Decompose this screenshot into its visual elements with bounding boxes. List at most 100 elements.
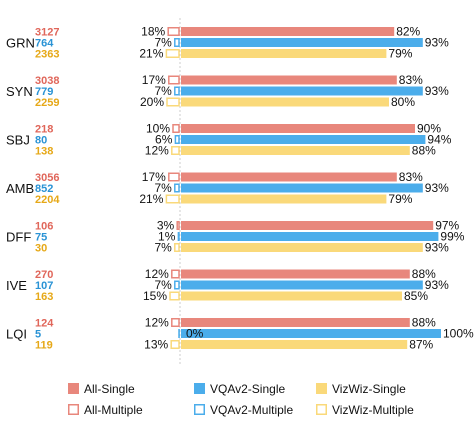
multiple-value-all-sbj: 10% <box>146 122 170 136</box>
count-vizwiz-grn: 2363 <box>35 49 59 61</box>
single-value-vqav2-dff: 99% <box>440 230 464 244</box>
count-all-dff: 106 <box>35 221 53 233</box>
multiple-bar-vizwiz-ive <box>169 291 180 301</box>
single-value-vizwiz-sbj: 88% <box>412 144 436 158</box>
count-vizwiz-lqi: 119 <box>35 340 53 352</box>
legend-label-vizwiz-single: VizWiz-Single <box>332 382 406 396</box>
multiple-value-vizwiz-amb: 21% <box>139 192 163 206</box>
count-vizwiz-sbj: 138 <box>35 146 53 158</box>
multiple-value-vizwiz-sbj: 12% <box>145 144 169 158</box>
single-bar-all-sbj <box>181 124 415 133</box>
count-vqav2-amb: 852 <box>35 183 53 195</box>
multiple-bar-all-dff <box>176 221 180 230</box>
legend-swatch-vizwiz-single <box>316 383 327 394</box>
single-bar-vizwiz-lqi <box>181 340 408 349</box>
single-bar-all-lqi <box>181 318 410 327</box>
multiple-value-vizwiz-grn: 21% <box>139 47 163 61</box>
multiple-bar-vqav2-syn <box>174 86 180 96</box>
multiple-bar-vizwiz-syn <box>166 97 180 107</box>
single-bar-vqav2-dff <box>181 232 439 241</box>
multiple-bar-vizwiz-lqi <box>170 340 180 349</box>
count-vizwiz-ive: 163 <box>35 291 53 303</box>
category-label-ive: IVE <box>6 278 27 293</box>
single-value-vqav2-amb: 93% <box>425 181 449 195</box>
count-vqav2-lqi: 5 <box>35 329 41 341</box>
count-vqav2-sbj: 80 <box>35 135 47 147</box>
count-vizwiz-amb: 2204 <box>35 194 60 206</box>
multiple-bar-all-lqi <box>171 318 180 327</box>
single-value-vizwiz-lqi: 87% <box>409 338 433 352</box>
single-value-vqav2-syn: 93% <box>425 84 449 98</box>
multiple-value-vqav2-amb: 7% <box>154 181 172 195</box>
single-value-vizwiz-amb: 79% <box>388 192 412 206</box>
multiple-value-vqav2-grn: 7% <box>154 36 172 50</box>
single-value-vizwiz-ive: 85% <box>404 289 428 303</box>
single-value-all-sbj: 90% <box>417 122 441 136</box>
multiple-value-all-amb: 17% <box>142 170 166 184</box>
single-bar-vizwiz-syn <box>181 97 389 107</box>
multiple-bar-vizwiz-amb <box>165 194 180 204</box>
count-all-sbj: 218 <box>35 124 53 136</box>
multiple-bar-vqav2-amb <box>174 183 180 193</box>
multiple-value-vizwiz-ive: 15% <box>143 289 167 303</box>
multiple-bar-vqav2-sbj <box>174 135 180 144</box>
legend-swatch-all-multiple <box>68 404 79 415</box>
single-bar-vqav2-sbj <box>181 135 426 144</box>
count-vqav2-syn: 779 <box>35 86 53 98</box>
multiple-bar-all-amb <box>168 172 180 182</box>
single-value-all-dff: 97% <box>435 219 459 233</box>
single-bar-vizwiz-grn <box>181 49 387 58</box>
single-bar-vqav2-amb <box>181 183 423 193</box>
count-all-grn: 3127 <box>35 27 59 39</box>
count-all-lqi: 124 <box>35 318 54 330</box>
single-value-vizwiz-grn: 79% <box>388 47 412 61</box>
category-label-sbj: SBJ <box>6 133 30 148</box>
multiple-value-vqav2-lqi: 0% <box>186 327 204 341</box>
single-value-vizwiz-syn: 80% <box>391 95 415 109</box>
single-bar-all-dff <box>181 221 434 230</box>
legend-swatch-vqav2-single <box>194 383 205 394</box>
single-bar-all-syn <box>181 75 397 85</box>
multiple-value-vizwiz-dff: 7% <box>154 241 172 255</box>
single-value-all-grn: 82% <box>396 25 420 39</box>
multiple-value-vizwiz-syn: 20% <box>140 95 164 109</box>
count-vqav2-dff: 75 <box>35 232 47 244</box>
single-bar-vizwiz-sbj <box>181 146 410 155</box>
single-bar-all-grn <box>181 27 395 36</box>
single-value-all-syn: 83% <box>399 73 423 87</box>
category-label-dff: DFF <box>6 230 31 245</box>
multiple-value-all-lqi: 12% <box>145 316 169 330</box>
multiple-value-vqav2-sbj: 6% <box>155 133 173 147</box>
multiple-bar-all-sbj <box>172 124 180 133</box>
single-bar-vizwiz-ive <box>181 291 402 301</box>
multiple-value-all-grn: 18% <box>141 25 165 39</box>
category-label-lqi: LQI <box>6 327 27 342</box>
multiple-value-all-dff: 3% <box>157 219 175 233</box>
legend-label-vqav2-single: VQAv2-Single <box>210 382 285 396</box>
multiple-bar-all-grn <box>167 27 180 36</box>
multiple-value-vqav2-dff: 1% <box>158 230 176 244</box>
multiple-bar-vizwiz-dff <box>174 243 180 252</box>
count-all-syn: 3038 <box>35 75 59 87</box>
multiple-bar-all-ive <box>171 269 180 279</box>
legend-label-vqav2-multiple: VQAv2-Multiple <box>210 403 293 417</box>
count-vizwiz-dff: 30 <box>35 243 47 255</box>
single-bar-vqav2-ive <box>181 280 423 290</box>
multiple-value-vqav2-syn: 7% <box>154 84 172 98</box>
legend-label-vizwiz-multiple: VizWiz-Multiple <box>332 403 414 417</box>
count-vizwiz-syn: 2259 <box>35 97 59 109</box>
single-value-vizwiz-dff: 93% <box>425 241 449 255</box>
multiple-bar-vizwiz-sbj <box>171 146 180 155</box>
single-value-all-lqi: 88% <box>412 316 436 330</box>
single-value-vqav2-grn: 93% <box>425 36 449 50</box>
single-bar-vizwiz-amb <box>181 194 387 204</box>
multiple-value-all-syn: 17% <box>142 73 166 87</box>
single-value-all-amb: 83% <box>399 170 423 184</box>
multiple-bar-vqav2-grn <box>174 38 180 47</box>
single-value-all-ive: 88% <box>412 267 436 281</box>
multiple-bar-vqav2-dff <box>177 232 180 241</box>
legend-label-all-single: All-Single <box>84 382 135 396</box>
count-vqav2-grn: 764 <box>35 38 54 50</box>
single-bar-all-ive <box>181 269 410 279</box>
